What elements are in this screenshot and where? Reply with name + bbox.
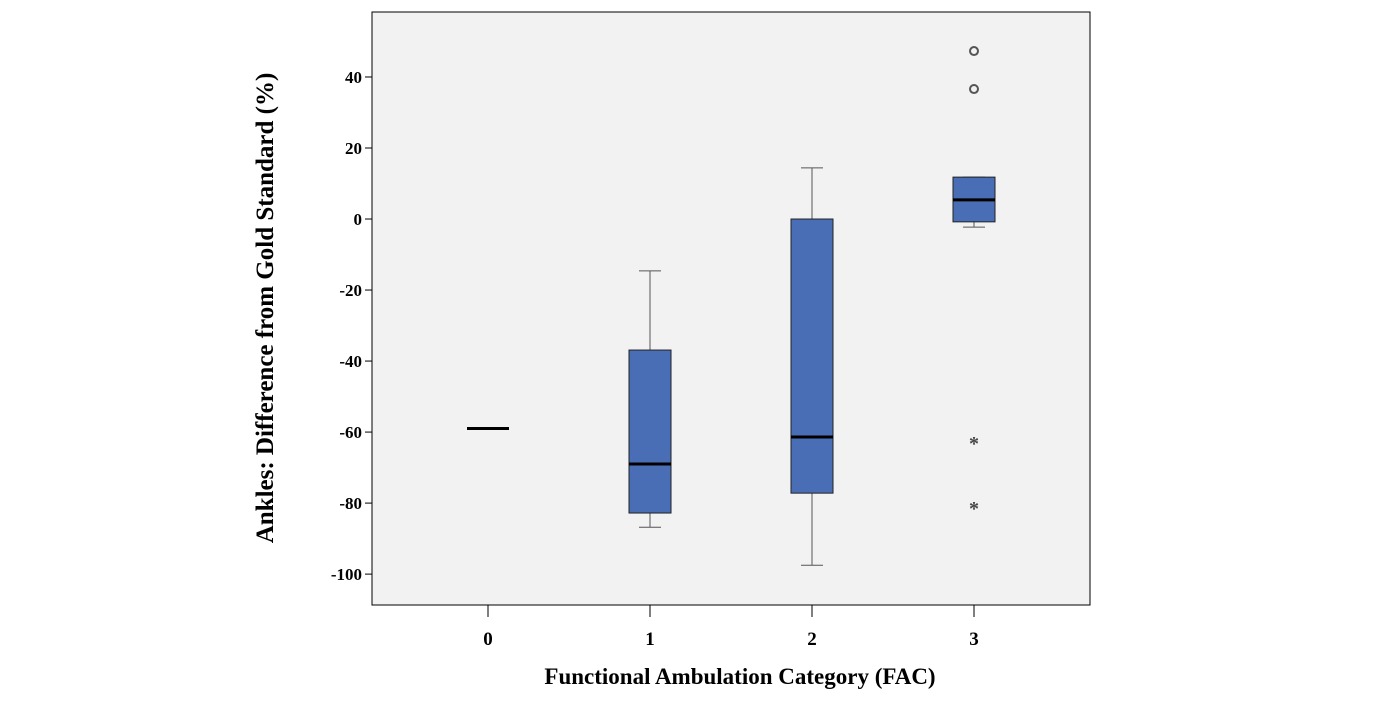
plot-area	[371, 11, 1091, 606]
box-iqr	[790, 218, 834, 494]
x-tick-label: 2	[807, 629, 817, 650]
box-iqr	[628, 349, 672, 514]
y-tick-label: -40	[339, 352, 362, 371]
box-3: **	[952, 46, 996, 520]
y-tick-label: -60	[339, 423, 362, 442]
x-axis-label: Functional Ambulation Category (FAC)	[544, 664, 935, 689]
extreme-point-star: *	[969, 498, 979, 520]
y-tick-label: -20	[339, 281, 362, 300]
boxes: **	[467, 46, 996, 566]
y-tick-label: 0	[354, 210, 363, 229]
outlier-point	[969, 46, 979, 57]
x-tick-label: 0	[483, 629, 493, 650]
box-1	[628, 270, 672, 528]
y-axis: 40 20 0 -20 -40 -60 -80 -100	[331, 68, 372, 584]
extreme-point-star: *	[969, 433, 979, 455]
x-tick-label: 3	[969, 629, 979, 650]
y-tick-label: -100	[331, 565, 362, 584]
outlier-point	[969, 84, 979, 95]
box-2	[790, 167, 834, 566]
y-tick-label: 20	[345, 139, 362, 158]
x-tick-label: 1	[645, 629, 655, 650]
y-tick-label: -80	[339, 494, 362, 513]
y-axis-label: Ankles: Difference from Gold Standard (%…	[252, 73, 279, 544]
y-tick-label: 40	[345, 68, 362, 87]
x-axis: 0 1 2 3	[483, 605, 979, 650]
